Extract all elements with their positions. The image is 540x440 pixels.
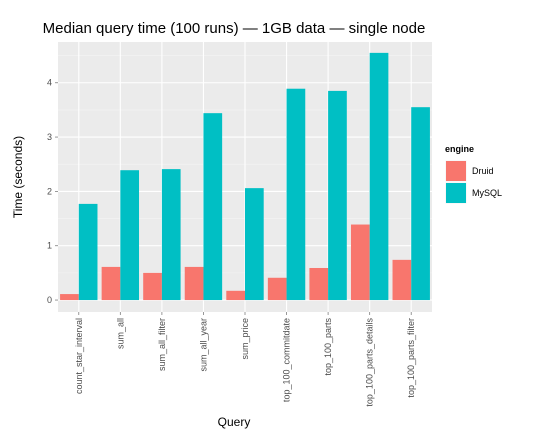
x-tick-label: sum_price xyxy=(240,318,250,360)
bar-druid-count_star_interval xyxy=(60,294,79,301)
x-tick-label: sum_all_year xyxy=(198,318,208,372)
bar-druid-sum_all_year xyxy=(184,266,204,301)
bar-druid-top_100_commitdate xyxy=(267,277,287,301)
y-tick-label: 2 xyxy=(47,186,52,196)
bar-druid-top_100_parts_filter xyxy=(392,259,412,301)
bar-mysql-sum_all_year xyxy=(203,113,223,301)
legend-swatch-mysql xyxy=(446,183,466,203)
x-tick-label: top_100_parts xyxy=(323,318,333,376)
legend-swatch-druid xyxy=(446,161,466,181)
bars xyxy=(60,52,430,301)
bar-mysql-sum_price xyxy=(245,188,264,301)
x-tick-label: count_star_interval xyxy=(74,318,84,394)
y-axis: 0 1 2 3 4 xyxy=(47,78,58,305)
bar-mysql-top_100_parts_filter xyxy=(411,107,430,301)
x-axis: count_star_interval sum_all sum_all_filter… xyxy=(74,312,416,407)
bar-druid-top_100_parts_details xyxy=(350,224,370,301)
x-tick-label: sum_all_filter xyxy=(157,318,167,371)
bar-mysql-sum_all_filter xyxy=(161,169,181,301)
bar-mysql-top_100_commitdate xyxy=(286,88,306,301)
y-tick-label: 0 xyxy=(47,295,52,305)
y-tick-label: 3 xyxy=(47,132,52,142)
bar-mysql-top_100_parts xyxy=(328,90,347,301)
y-tick-label: 4 xyxy=(47,78,52,88)
bar-druid-top_100_parts xyxy=(309,267,329,301)
x-tick-label: top_100_parts_filter xyxy=(406,318,416,398)
bar-mysql-sum_all xyxy=(120,170,140,301)
bar-druid-sum_all xyxy=(101,266,121,301)
chart-title: Median query time (100 runs) — 1GB data … xyxy=(43,20,426,37)
legend-label-mysql: MySQL xyxy=(472,188,502,198)
legend-items: Druid MySQL xyxy=(444,159,502,205)
y-axis-title: Time (seconds) xyxy=(11,136,25,218)
legend-title: engine xyxy=(445,144,474,154)
x-axis-title: Query xyxy=(218,415,251,429)
legend: engine Druid MySQL xyxy=(444,144,502,205)
x-tick-label: top_100_commitdate xyxy=(282,318,292,402)
bar-mysql-count_star_interval xyxy=(78,203,98,301)
bar-druid-sum_all_filter xyxy=(143,272,162,301)
y-tick-label: 1 xyxy=(47,241,52,251)
x-tick-label: top_100_parts_details xyxy=(365,318,375,407)
x-tick-label: sum_all xyxy=(115,318,125,349)
legend-label-druid: Druid xyxy=(472,166,494,176)
bar-mysql-top_100_parts_details xyxy=(369,52,389,301)
bar-druid-sum_price xyxy=(226,290,245,301)
